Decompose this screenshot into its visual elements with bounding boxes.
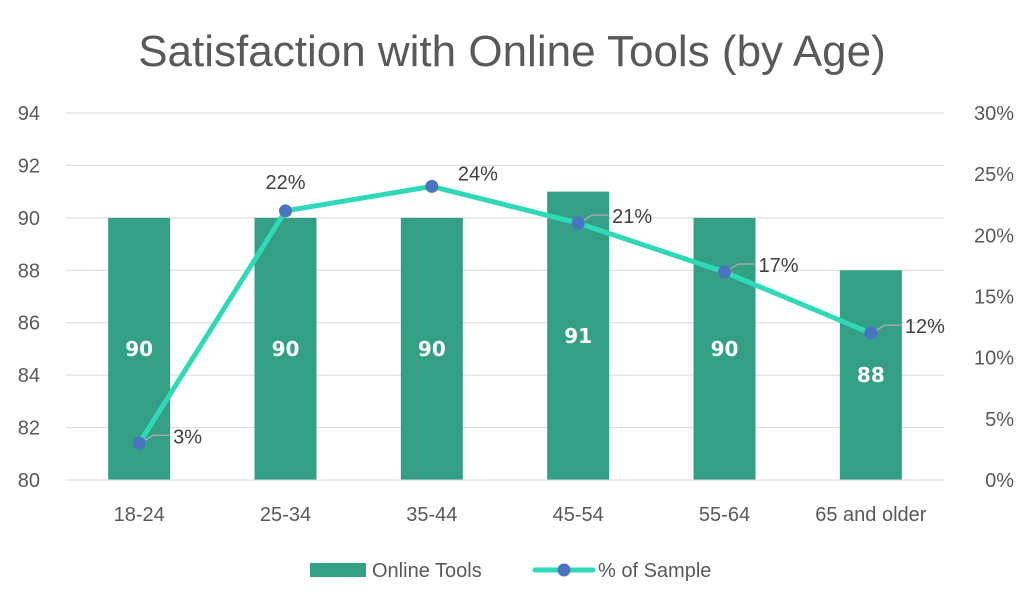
x-tick-label: 25-34 [260, 504, 311, 526]
left-tick-label: 92 [18, 155, 40, 177]
bar [693, 217, 756, 480]
left-tick-label: 80 [18, 470, 40, 492]
left-tick-label: 84 [18, 365, 40, 387]
series-line [136, 183, 874, 446]
x-tick-label: 45-54 [553, 504, 604, 526]
bar-value-label: 91 [564, 324, 592, 348]
left-tick-label: 90 [18, 208, 40, 230]
series-point [718, 265, 731, 279]
label-leader [142, 434, 170, 442]
left-tick-label: 88 [18, 260, 40, 282]
bar-value-label: 90 [418, 337, 446, 361]
series-point [279, 204, 292, 218]
x-tick-label: 65 and older [815, 504, 927, 526]
bar [254, 217, 317, 480]
label-leader [728, 263, 755, 271]
point-value-label: 12% [905, 316, 945, 338]
bar [839, 270, 902, 480]
right-tick-label: 10% [974, 348, 1014, 370]
right-tick-label: 30% [974, 103, 1014, 125]
left-tick-label: 86 [18, 313, 40, 335]
label-leader [874, 324, 901, 332]
line-series: 3% 22% 24% 21% 17% 12% [132, 163, 945, 450]
legend: Online Tools % of Sample [310, 560, 711, 582]
series-point [571, 216, 585, 230]
x-tick-label: 18-24 [114, 504, 165, 526]
bar [547, 191, 610, 480]
left-tick-label: 94 [18, 103, 40, 125]
series-point [425, 179, 439, 193]
bar-series: 90 90 90 91 90 88 [108, 191, 902, 480]
right-tick-label: 15% [974, 287, 1014, 309]
legend-label: Online Tools [372, 560, 482, 582]
bar-value-label: 90 [711, 337, 739, 361]
point-value-label: 21% [612, 206, 652, 228]
point-value-label: 24% [458, 163, 498, 185]
legend-swatch-bar [310, 563, 366, 577]
bar-value-label: 90 [125, 337, 153, 361]
bar-value-label: 88 [857, 363, 885, 387]
right-tick-label: 5% [985, 409, 1014, 431]
bar-value-label: 90 [272, 337, 300, 361]
left-axis: 80 82 84 86 88 90 92 94 [18, 103, 40, 492]
right-axis: 0% 5% 10% 15% 20% 25% 30% [974, 103, 1014, 492]
bar [400, 217, 463, 480]
label-leader [581, 214, 609, 222]
left-tick-label: 82 [18, 418, 40, 440]
right-tick-label: 20% [974, 225, 1014, 247]
legend-label: % of Sample [598, 560, 711, 582]
gridlines [66, 112, 944, 481]
x-axis: 18-24 25-34 35-44 45-54 55-64 65 and older [66, 479, 944, 526]
right-tick-label: 0% [985, 470, 1014, 492]
point-value-label: 3% [173, 426, 202, 448]
series-point [132, 436, 146, 450]
x-tick-label: 35-44 [406, 504, 457, 526]
point-value-label: 22% [265, 172, 305, 194]
legend-swatch-marker [557, 563, 571, 577]
series-point [864, 326, 878, 340]
bar [108, 217, 171, 480]
right-tick-label: 25% [974, 164, 1014, 186]
x-tick-label: 55-64 [699, 504, 750, 526]
point-value-label: 17% [759, 255, 799, 277]
chart-title: Satisfaction with Online Tools (by Age) [138, 27, 886, 76]
